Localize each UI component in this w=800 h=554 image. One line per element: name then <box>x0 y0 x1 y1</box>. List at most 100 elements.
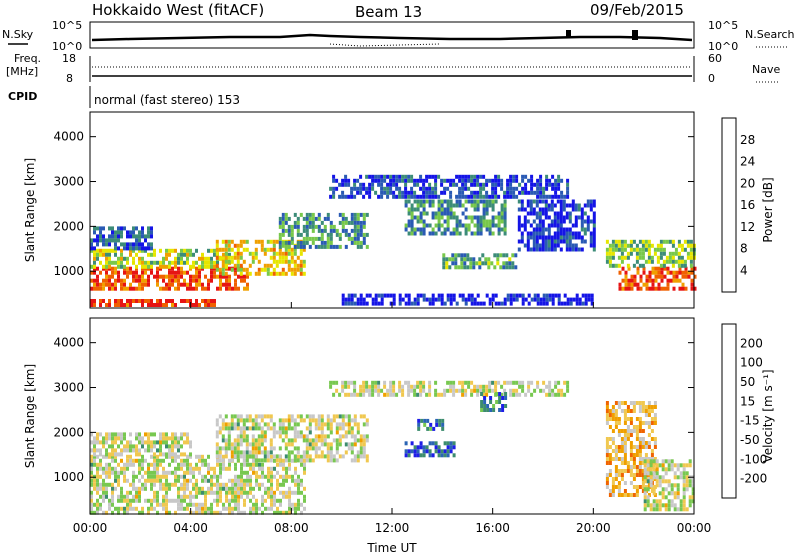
velocity-cell <box>117 494 120 499</box>
power-cell <box>577 215 581 220</box>
power-cell <box>521 178 525 183</box>
velocity-cell <box>650 421 654 425</box>
power-cell <box>425 190 429 195</box>
power-cell <box>469 265 473 270</box>
velocity-cell <box>647 421 651 425</box>
power-cell <box>559 239 563 244</box>
power-cell <box>225 274 228 279</box>
velocity-cell <box>483 400 487 404</box>
power-cell <box>141 256 144 261</box>
velocity-cell <box>329 384 333 389</box>
velocity-cell <box>649 479 653 484</box>
power-cell <box>494 199 498 204</box>
power-cell <box>422 223 426 228</box>
velocity-cell <box>365 434 369 439</box>
power-cell <box>497 215 501 220</box>
power-cell <box>491 223 495 228</box>
power-cell <box>281 228 285 233</box>
power-cell <box>96 248 99 253</box>
velocity-cell <box>353 392 357 397</box>
velocity-cell <box>282 510 285 515</box>
power-cell <box>491 203 495 208</box>
power-cell <box>574 231 578 236</box>
velocity-cell <box>443 388 447 393</box>
power-cell <box>458 186 462 191</box>
velocity-cell <box>186 440 189 445</box>
velocity-cell <box>623 449 627 453</box>
power-cell <box>407 207 411 212</box>
power-cell <box>470 190 474 195</box>
power-cell <box>665 255 669 260</box>
velocity-cell <box>254 458 258 463</box>
power-cell <box>407 174 411 179</box>
velocity-cell <box>249 482 252 487</box>
power-cell <box>497 301 501 306</box>
velocity-cell <box>186 466 189 471</box>
power-cell <box>141 242 144 247</box>
velocity-cell <box>620 429 624 433</box>
velocity-cell <box>652 499 656 504</box>
power-cell <box>524 182 528 187</box>
velocity-cell <box>195 486 198 491</box>
power-cell <box>554 190 558 195</box>
velocity-cell <box>344 384 348 389</box>
power-cell <box>129 303 132 307</box>
velocity-cell <box>260 458 264 463</box>
power-cell <box>108 256 111 261</box>
power-cell <box>407 293 411 298</box>
velocity-cell <box>341 418 345 423</box>
velocity-cell <box>422 445 426 450</box>
velocity-cell <box>611 457 615 461</box>
velocity-cell <box>290 438 294 443</box>
velocity-cell <box>233 450 237 455</box>
velocity-cell <box>201 486 204 491</box>
velocity-cell <box>341 434 345 439</box>
power-cell <box>129 252 132 257</box>
velocity-cell <box>270 502 273 507</box>
velocity-cell <box>332 458 336 463</box>
velocity-cell <box>111 494 114 499</box>
velocity-cell <box>147 478 150 483</box>
velocity-cell <box>177 494 180 499</box>
power-cell <box>551 174 555 179</box>
power-cell <box>254 247 258 252</box>
power-cell <box>353 186 357 191</box>
velocity-cell <box>329 418 333 423</box>
power-cell <box>362 240 366 245</box>
velocity-cell <box>486 404 490 408</box>
power-cell <box>138 248 141 253</box>
power-cell <box>269 271 273 276</box>
power-cell <box>668 259 672 264</box>
velocity-cell <box>156 494 159 499</box>
power-cell <box>638 251 642 256</box>
velocity-cell <box>658 499 662 504</box>
power-cell <box>171 282 174 287</box>
power-cell <box>455 182 459 187</box>
power-cell <box>566 182 570 187</box>
power-cell <box>503 215 507 220</box>
power-cell <box>168 286 171 291</box>
velocity-cell <box>646 495 650 500</box>
power-cell <box>380 174 384 179</box>
power-cell <box>353 182 357 187</box>
power-cell <box>320 244 324 249</box>
velocity-cell <box>485 388 489 393</box>
power-cell <box>210 303 213 307</box>
velocity-cell <box>353 442 357 447</box>
power-cell <box>404 223 408 228</box>
power-cell <box>347 293 351 298</box>
power-cell <box>323 244 327 249</box>
power-cell <box>440 190 444 195</box>
power-cell <box>401 190 405 195</box>
velocity-cell <box>629 417 633 421</box>
velocity-cell <box>221 426 225 431</box>
power-cell <box>227 247 231 252</box>
velocity-cell <box>288 506 291 511</box>
velocity-cell <box>246 482 249 487</box>
velocity-cell <box>233 438 237 443</box>
velocity-cell <box>488 380 492 385</box>
velocity-cell <box>664 487 668 492</box>
velocity-cell <box>171 458 174 463</box>
velocity-colorbar-tick: -50 <box>740 433 760 447</box>
velocity-cell <box>428 392 432 397</box>
